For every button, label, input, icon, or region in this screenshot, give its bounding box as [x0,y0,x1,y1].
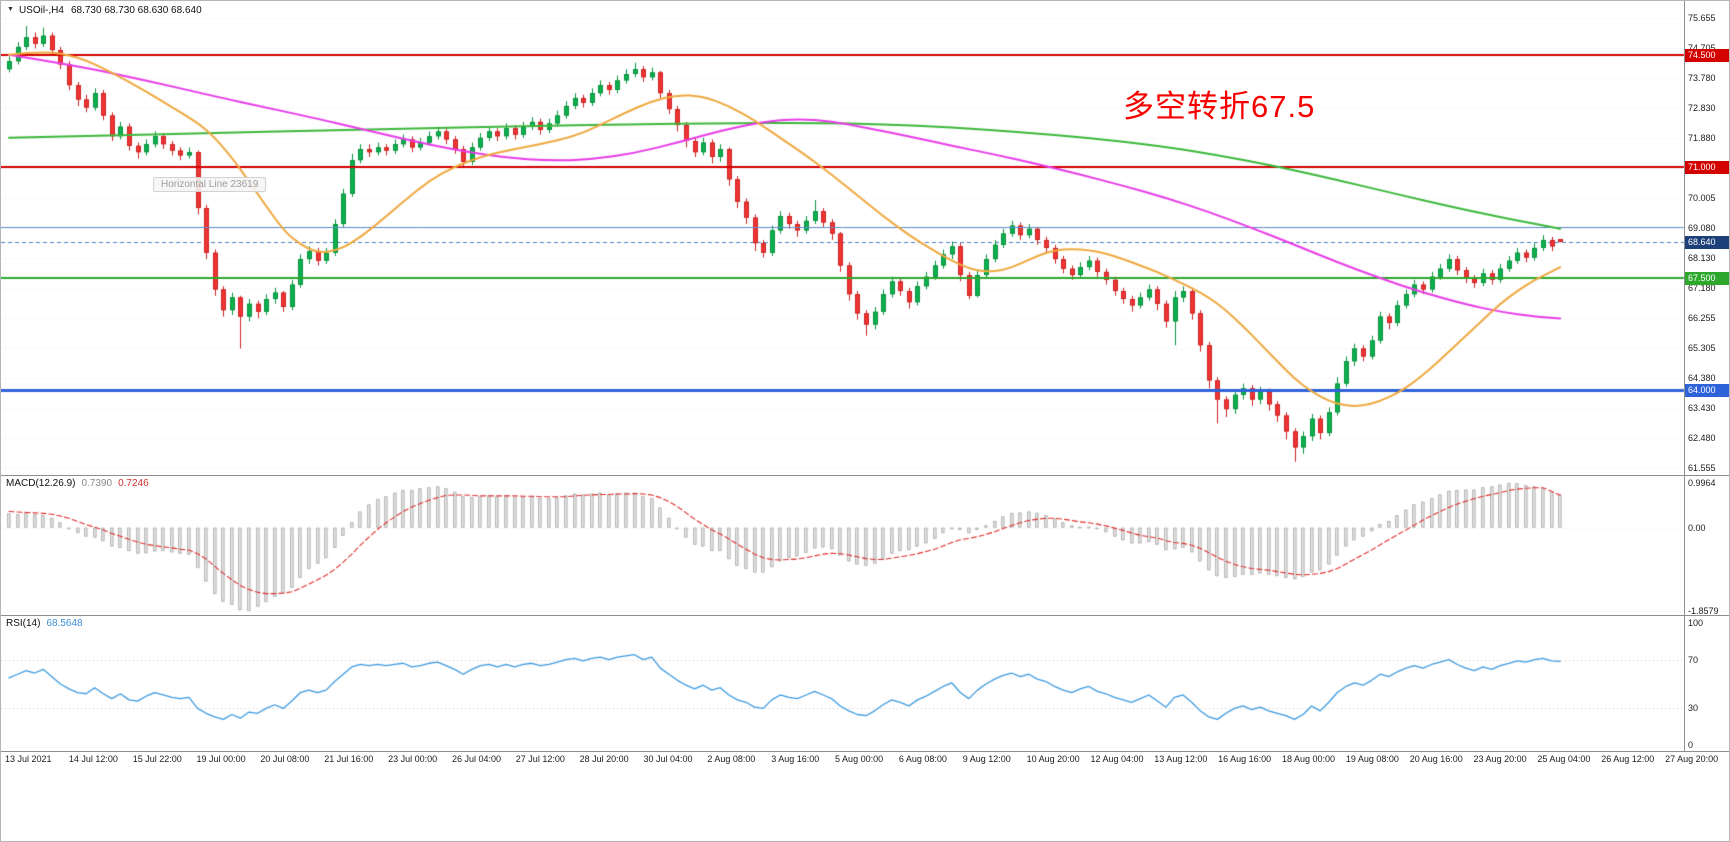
time-axis-label: 20 Aug 16:00 [1409,754,1463,764]
time-axis-label: 27 Aug 20:00 [1665,754,1719,764]
rsi-indicator-label: RSI(14) 68.5648 [6,618,83,629]
price-tick-label: 70.005 [1688,193,1716,204]
time-axis-label: 10 Aug 20:00 [1026,754,1080,764]
chart-header: ▼ USOil-,H4 68.730 68.730 68.630 68.640 [7,5,202,16]
horizontal-line-tooltip: Horizontal Line 23619 [153,177,267,192]
time-axis-label: 26 Aug 12:00 [1601,754,1655,764]
time-axis-label: 20 Jul 08:00 [260,754,310,764]
rsi-value: 68.5648 [46,618,83,629]
time-axis-label: 5 Aug 00:00 [835,754,884,764]
price-level-tag: 67.500 [1685,272,1729,286]
time-axis-label: 19 Jul 00:00 [196,754,246,764]
price-tick-label: 65.305 [1688,343,1716,354]
macd-name: MACD(12.26.9) [6,478,76,489]
collapse-triangle-icon[interactable]: ▼ [7,6,14,13]
time-axis-label: 2 Aug 08:00 [707,754,756,764]
time-axis-label: 6 Aug 08:00 [898,754,947,764]
macd-indicator-label: MACD(12.26.9) 0.7390 0.7246 [6,478,149,489]
time-axis-label: 19 Aug 08:00 [1345,754,1399,764]
annotation-text: 多空转折67.5 [1123,89,1316,124]
macd-signal-value: 0.7246 [118,478,149,489]
price-tick-label: 64.380 [1688,372,1716,383]
time-axis-label: 18 Aug 00:00 [1282,754,1336,764]
price-level-tag: 74.500 [1685,48,1729,62]
time-axis-label: 27 Jul 12:00 [515,754,565,764]
time-axis-label: 23 Aug 20:00 [1473,754,1527,764]
price-tick-label: 72.830 [1688,103,1716,114]
symbol-timeframe-label: USOil-,H4 [18,5,64,16]
time-axis-label: 30 Jul 04:00 [643,754,693,764]
macd-main-value: 0.7390 [81,478,113,489]
rsi-tick-label: 0 [1688,740,1694,750]
time-axis-label: 13 Aug 12:00 [1154,754,1208,764]
price-tick-label: 74.705 [1688,43,1716,53]
macd-tick-label: -1.8579 [1688,606,1719,616]
ohlc-quote: 68.730 68.730 68.630 68.640 [70,5,202,16]
time-axis-label: 14 Jul 12:00 [68,754,118,764]
time-axis-label: 23 Jul 00:00 [388,754,438,764]
rsi-tick-label: 30 [1688,703,1699,714]
time-axis-label: 13 Jul 2021 [5,754,52,764]
price-scale-divider [1684,1,1685,751]
macd-tick-label: 0.00 [1688,522,1706,533]
rsi-tick-label: 70 [1688,654,1699,665]
price-level-tag: 71.000 [1685,160,1729,174]
price-tick-label: 62.480 [1688,433,1716,444]
time-axis-label: 16 Aug 16:00 [1218,754,1272,764]
time-axis-label: 26 Jul 04:00 [451,754,501,764]
rsi-tick-label: 100 [1688,618,1704,628]
price-tick-label: 69.080 [1688,222,1716,233]
panel-divider-macd[interactable] [1,475,1729,476]
price-tick-label: 61.555 [1688,463,1716,473]
time-axis-label: 12 Aug 04:00 [1090,754,1144,764]
price-tick-label: 75.655 [1688,13,1716,23]
price-tick-label: 68.130 [1688,253,1716,264]
time-axis-divider [1,751,1729,752]
price-tick-label: 73.780 [1688,72,1716,83]
current-price-tag: 68.640 [1685,235,1729,249]
time-axis[interactable]: 13 Jul 2021 14 Jul 12:00 15 Jul 22:00 19 Ju… [1,754,1729,768]
price-tick-label: 71.880 [1688,133,1716,144]
price-tick-label: 66.255 [1688,313,1716,323]
price-tick-label: 67.180 [1688,283,1716,294]
time-axis-label: 21 Jul 16:00 [324,754,374,764]
rsi-name: RSI(14) [6,618,41,629]
time-axis-label: 3 Aug 16:00 [771,754,820,764]
time-axis-label: 28 Jul 20:00 [579,754,629,764]
panel-divider-rsi[interactable] [1,615,1729,616]
time-axis-label: 15 Jul 22:00 [132,754,182,764]
price-tick-label: 63.430 [1688,403,1716,414]
price-level-tag: 64.000 [1685,383,1729,397]
time-axis-label: 25 Aug 04:00 [1537,754,1591,764]
time-axis-label: 9 Aug 12:00 [962,754,1011,764]
macd-tick-label: 0.9964 [1688,478,1716,488]
